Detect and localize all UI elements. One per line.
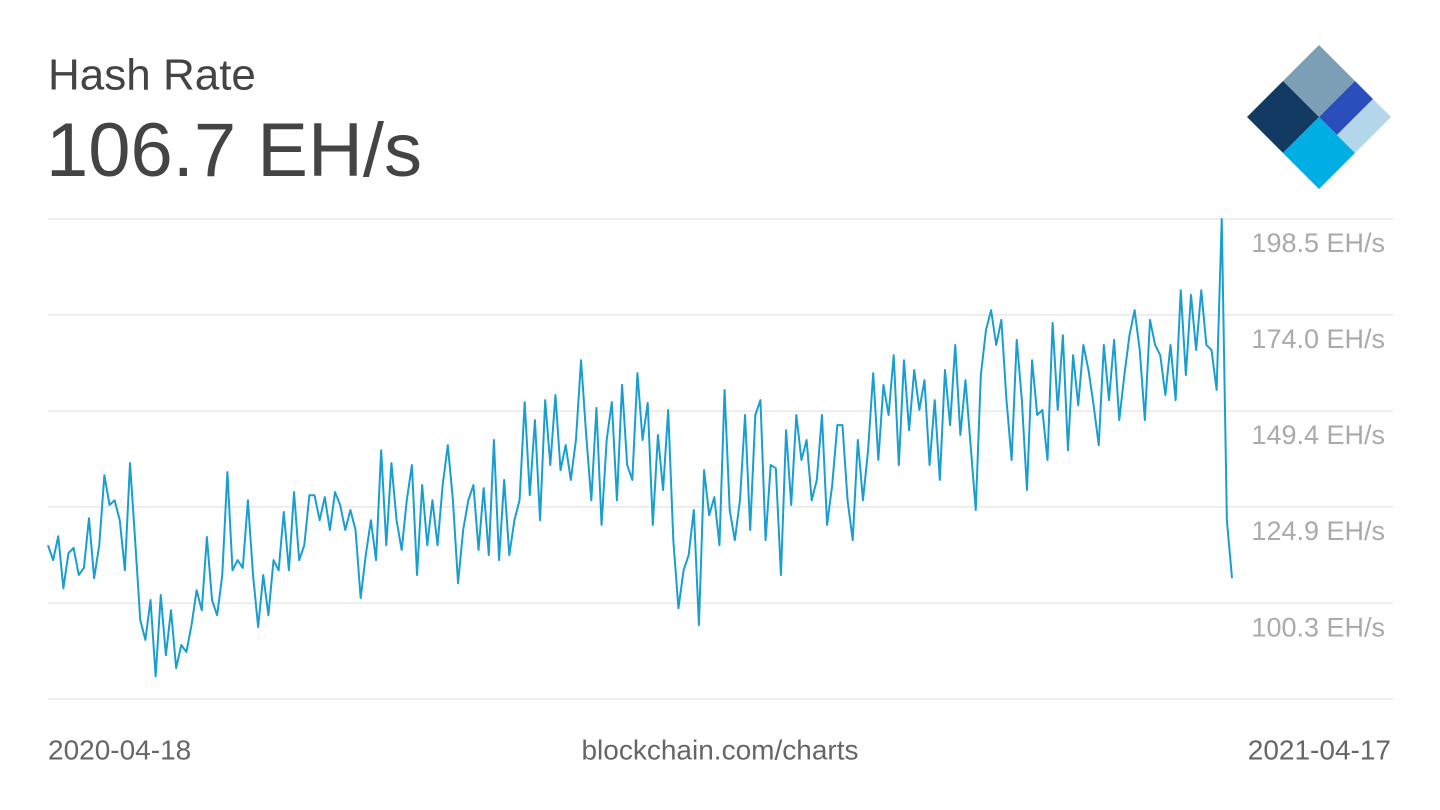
y-tick-label: 100.3 EH/s — [1251, 612, 1385, 642]
y-tick-label: 124.9 EH/s — [1251, 516, 1385, 546]
logo-piece — [1283, 117, 1355, 189]
x-tick-label: 2020-04-18 — [48, 734, 191, 765]
y-tick-label: 198.5 EH/s — [1251, 228, 1385, 258]
logo-piece — [1337, 99, 1391, 153]
logo — [1247, 45, 1391, 189]
source-label: blockchain.com/charts — [581, 734, 858, 765]
chart-title: Hash Rate — [48, 51, 256, 100]
data-line — [47, 218, 1233, 678]
x-tick-label: 2021-04-17 — [1248, 734, 1391, 765]
y-tick-label: 174.0 EH/s — [1251, 324, 1385, 354]
y-tick-label: 149.4 EH/s — [1251, 420, 1385, 450]
logo-piece — [1319, 81, 1373, 135]
chart-subtitle: 106.7 EH/s — [46, 108, 422, 193]
